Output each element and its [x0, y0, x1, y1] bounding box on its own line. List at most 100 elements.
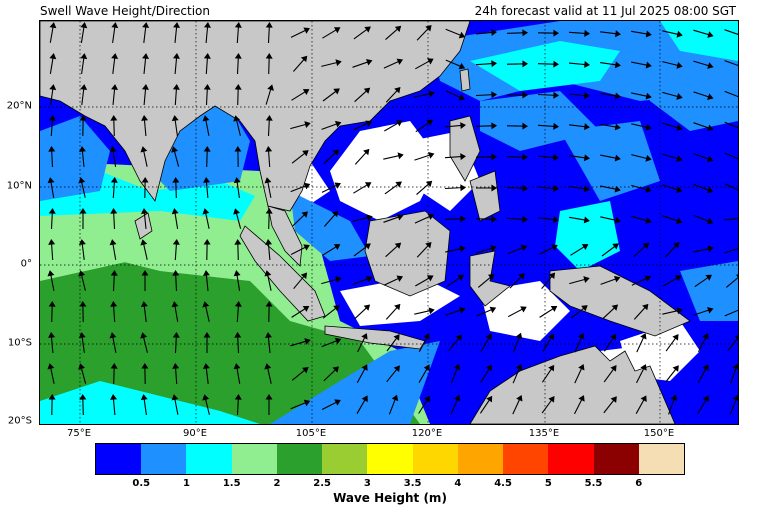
swell-arrow-head [394, 303, 401, 311]
swell-arrow-head [302, 89, 310, 96]
swell-arrow-head [428, 307, 435, 315]
swell-arrow-head [361, 364, 368, 371]
swell-arrow-head [110, 393, 118, 400]
swell-arrow-head [300, 55, 308, 63]
swell-arrow-head [48, 300, 56, 307]
swell-arrow-head [172, 238, 180, 245]
swell-arrow-head [203, 83, 211, 90]
colorbar-segment [276, 444, 323, 474]
swell-arrow-head [706, 155, 714, 163]
swell-arrow-head [491, 184, 498, 192]
swell-arrow-head [233, 177, 241, 184]
swell-arrow-head [676, 217, 683, 225]
swell-arrow-head [460, 122, 467, 130]
swell-arrow-head [304, 121, 311, 128]
swell-arrow-head [397, 152, 404, 160]
swell-arrow-head [614, 216, 621, 224]
swell-arrow-head [140, 332, 148, 339]
swell-arrow-head [396, 58, 404, 65]
swell-arrow-head [47, 177, 55, 184]
swell-arrow-head [265, 52, 273, 59]
colorbar-tick-label: 2 [273, 478, 281, 489]
colorbar-tick-label: 4 [454, 478, 462, 489]
swell-arrow-head [455, 334, 462, 341]
swell-arrow-head [335, 59, 342, 67]
swell-arrow-head [365, 120, 373, 127]
swell-arrow-head [578, 363, 585, 371]
swell-arrow-head [48, 331, 56, 338]
swell-arrow-head [427, 213, 435, 220]
swell-arrow-head [520, 306, 527, 313]
swell-arrow-head [48, 393, 56, 400]
colorbar-tick-label: 5.5 [584, 478, 603, 489]
lat-label-20n: 20°N [6, 100, 32, 112]
swell-arrow-head [583, 154, 590, 162]
swell-arrow-head [78, 363, 85, 370]
swell-arrow-head [80, 84, 88, 90]
swell-arrow-head [515, 363, 523, 371]
swell-arrow-shaft [724, 29, 738, 35]
swell-arrow-head [581, 305, 588, 312]
swell-arrow-shaft [724, 183, 738, 191]
swell-arrow-head [363, 87, 371, 94]
swell-arrow-head [203, 238, 211, 245]
swell-arrow-head [109, 239, 117, 246]
swell-arrow-head [393, 334, 400, 341]
swell-arrow-head [645, 186, 652, 193]
swell-arrow-head [610, 333, 617, 341]
map-gridlines [40, 21, 738, 424]
lat-label-20s: 20°S [7, 415, 32, 427]
swell-arrow-head [394, 242, 402, 249]
swell-arrow-head [332, 366, 339, 373]
swell-arrow-head [423, 333, 430, 340]
swell-arrow-head [515, 332, 523, 340]
swell-arrow-head [333, 27, 341, 34]
colorbar-tick-label: 6 [635, 478, 643, 489]
swell-arrow-shaft [724, 90, 738, 98]
swell-arrow-head [612, 243, 619, 250]
swell-arrow-head [172, 269, 180, 276]
swell-arrow-head [361, 333, 368, 340]
swell-arrow-head [427, 58, 434, 65]
swell-arrow-shaft [724, 152, 738, 160]
swell-arrow-head [614, 123, 621, 131]
swell-arrow-head [171, 301, 179, 308]
swell-arrow-head [334, 399, 341, 406]
swell-arrow-head [706, 217, 714, 225]
swell-arrow-head [48, 207, 56, 214]
swell-arrow-head [110, 300, 118, 307]
swell-arrow-head [49, 22, 57, 29]
colorbar-segment [96, 444, 142, 474]
swell-arrow-head [78, 177, 86, 184]
swell-arrow-head [140, 239, 148, 246]
swell-arrow-head [140, 301, 148, 307]
swell-arrow-head [491, 91, 498, 99]
colorbar-segment [231, 444, 277, 474]
map-title: Swell Wave Height/Direction [40, 4, 210, 18]
swell-arrow-shaft [723, 218, 738, 221]
swell-arrow-head [363, 304, 371, 311]
swell-arrow-head [676, 155, 683, 162]
swell-arrow-head [702, 333, 709, 340]
swell-arrow-head [111, 22, 119, 29]
swell-arrow-head [491, 122, 498, 130]
swell-arrow-head [584, 29, 591, 37]
swell-arrow-head [47, 270, 55, 277]
swell-arrow-head [234, 145, 242, 152]
swell-arrow-head [522, 60, 529, 68]
swell-arrow-head [365, 275, 373, 283]
swell-arrow-head [584, 60, 591, 68]
swell-arrow-head [553, 185, 559, 193]
swell-arrow-head [707, 245, 714, 253]
swell-arrow-head [583, 276, 590, 283]
swell-arrow-head [202, 270, 210, 276]
wave-height-colorbar [95, 443, 685, 475]
swell-arrow-head [141, 269, 149, 276]
swell-arrow-head [645, 217, 652, 224]
swell-arrow-head [304, 338, 311, 345]
swell-arrow-head [171, 146, 178, 153]
swell-arrow-head [458, 31, 466, 39]
swell-arrow-head [49, 53, 57, 60]
swell-arrow-head [202, 208, 210, 215]
swell-arrow-head [302, 367, 309, 374]
